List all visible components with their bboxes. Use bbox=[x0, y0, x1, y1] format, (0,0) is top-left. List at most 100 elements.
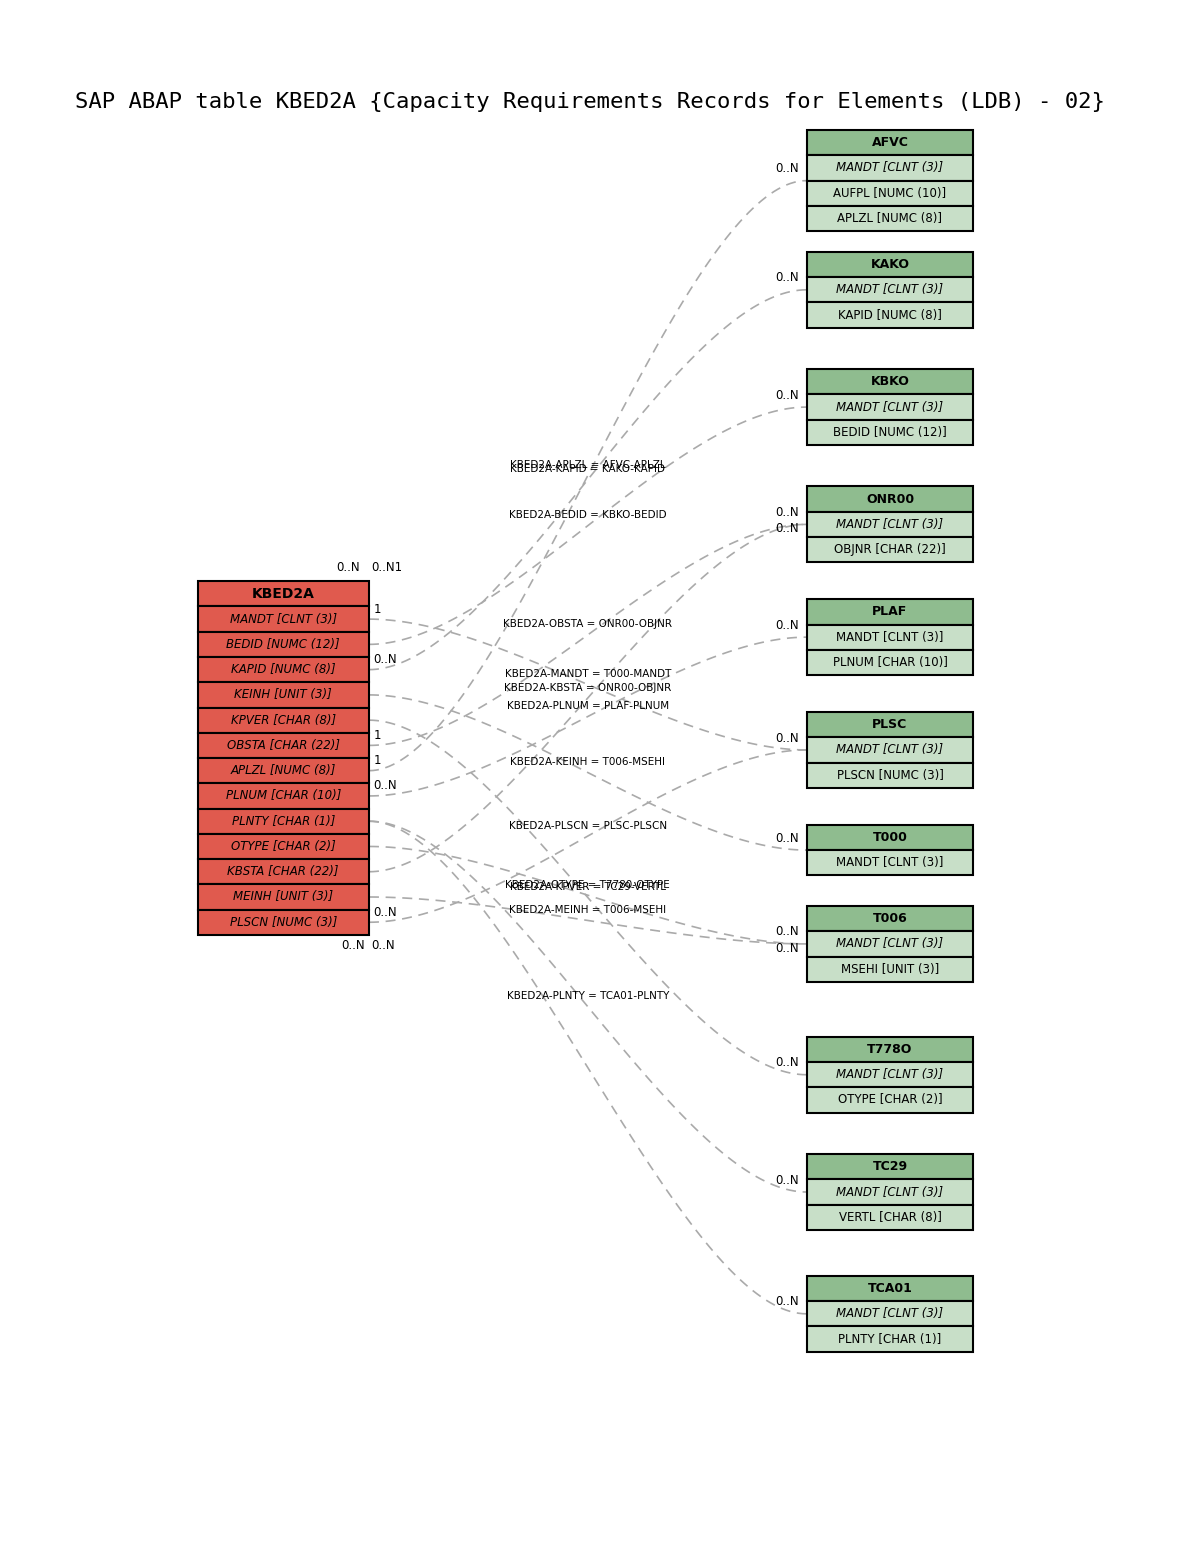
Text: 0..N: 0..N bbox=[775, 732, 799, 744]
Bar bbox=[807, 252, 974, 277]
Text: KBED2A-PLNUM = PLAF-PLNUM: KBED2A-PLNUM = PLAF-PLNUM bbox=[506, 701, 669, 712]
Text: KAPID [NUMC (8)]: KAPID [NUMC (8)] bbox=[231, 664, 335, 676]
Text: PLNTY [CHAR (1)]: PLNTY [CHAR (1)] bbox=[838, 1333, 942, 1346]
Text: 1: 1 bbox=[373, 754, 381, 768]
Text: MANDT [CLNT (3)]: MANDT [CLNT (3)] bbox=[837, 631, 944, 643]
Text: KBED2A-MANDT = T000-MANDT: KBED2A-MANDT = T000-MANDT bbox=[505, 670, 671, 679]
Text: MANDT [CLNT (3)]: MANDT [CLNT (3)] bbox=[230, 612, 336, 626]
Text: VERTL [CHAR (8)]: VERTL [CHAR (8)] bbox=[839, 1211, 942, 1225]
Text: KAKO: KAKO bbox=[871, 258, 910, 270]
Bar bbox=[807, 650, 974, 674]
Text: MANDT [CLNT (3)]: MANDT [CLNT (3)] bbox=[837, 937, 944, 951]
Bar bbox=[197, 657, 369, 682]
Text: APLZL [NUMC (8)]: APLZL [NUMC (8)] bbox=[230, 765, 336, 777]
Text: KBKO: KBKO bbox=[871, 376, 910, 388]
Text: PLSCN [NUMC (3)]: PLSCN [NUMC (3)] bbox=[837, 769, 944, 782]
Bar bbox=[197, 758, 369, 783]
Text: 0..N: 0..N bbox=[341, 940, 365, 953]
Text: 0..N: 0..N bbox=[371, 940, 394, 953]
Text: 0..N: 0..N bbox=[775, 507, 799, 519]
Text: KBED2A-OTYPE = T7780-OTYPE: KBED2A-OTYPE = T7780-OTYPE bbox=[505, 880, 670, 890]
Text: APLZL [NUMC (8)]: APLZL [NUMC (8)] bbox=[838, 211, 943, 225]
Text: AFVC: AFVC bbox=[872, 137, 909, 149]
Text: T000: T000 bbox=[872, 831, 907, 844]
Text: 0..N: 0..N bbox=[373, 653, 398, 667]
Bar bbox=[197, 884, 369, 909]
Bar bbox=[807, 155, 974, 180]
Text: MEINH [UNIT (3)]: MEINH [UNIT (3)] bbox=[234, 890, 333, 903]
Text: ONR00: ONR00 bbox=[866, 493, 914, 505]
Bar bbox=[807, 277, 974, 303]
Text: KPVER [CHAR (8)]: KPVER [CHAR (8)] bbox=[230, 713, 336, 727]
Text: KBED2A-MEINH = T006-MSEHI: KBED2A-MEINH = T006-MSEHI bbox=[510, 904, 667, 915]
Bar bbox=[807, 763, 974, 788]
Text: KBED2A-PLNTY = TCA01-PLNTY: KBED2A-PLNTY = TCA01-PLNTY bbox=[506, 991, 669, 1001]
Text: PLNUM [CHAR (10)]: PLNUM [CHAR (10)] bbox=[225, 789, 341, 802]
Text: KEINH [UNIT (3)]: KEINH [UNIT (3)] bbox=[235, 688, 332, 701]
Bar bbox=[807, 1088, 974, 1113]
Bar bbox=[197, 733, 369, 758]
Bar bbox=[807, 131, 974, 155]
Bar bbox=[197, 606, 369, 632]
Text: MANDT [CLNT (3)]: MANDT [CLNT (3)] bbox=[837, 517, 944, 531]
Text: TCA01: TCA01 bbox=[867, 1282, 912, 1294]
Text: 0..N: 0..N bbox=[775, 926, 799, 939]
Text: KBED2A-KAPID = KAKO-KAPID: KBED2A-KAPID = KAKO-KAPID bbox=[510, 465, 666, 474]
Bar bbox=[807, 538, 974, 563]
Text: TC29: TC29 bbox=[872, 1161, 907, 1173]
Bar bbox=[807, 420, 974, 444]
Text: 0..N: 0..N bbox=[775, 272, 799, 284]
Text: 1: 1 bbox=[373, 603, 381, 615]
Text: MANDT [CLNT (3)]: MANDT [CLNT (3)] bbox=[837, 1307, 944, 1321]
Bar bbox=[197, 808, 369, 834]
Text: MANDT [CLNT (3)]: MANDT [CLNT (3)] bbox=[837, 1068, 944, 1082]
Bar bbox=[807, 1061, 974, 1088]
Bar bbox=[807, 180, 974, 205]
Bar bbox=[807, 712, 974, 737]
Text: OBSTA [CHAR (22)]: OBSTA [CHAR (22)] bbox=[227, 738, 340, 752]
Text: 0..N: 0..N bbox=[775, 1173, 799, 1187]
Text: KBED2A-APLZL = AFVC-APLZL: KBED2A-APLZL = AFVC-APLZL bbox=[510, 460, 666, 471]
Text: T006: T006 bbox=[873, 912, 907, 925]
Text: KBED2A-PLSCN = PLSC-PLSCN: KBED2A-PLSCN = PLSC-PLSCN bbox=[509, 821, 667, 831]
Text: BEDID [NUMC (12)]: BEDID [NUMC (12)] bbox=[227, 637, 340, 651]
Text: SAP ABAP table KBED2A {Capacity Requirements Records for Elements (LDB) - 02}: SAP ABAP table KBED2A {Capacity Requirem… bbox=[76, 92, 1104, 112]
Bar bbox=[807, 600, 974, 625]
Text: 0..N: 0..N bbox=[336, 561, 360, 573]
Bar bbox=[197, 581, 369, 606]
Bar bbox=[807, 1155, 974, 1179]
Text: PLAF: PLAF bbox=[872, 606, 907, 618]
Bar bbox=[807, 1204, 974, 1229]
Text: 1: 1 bbox=[373, 729, 381, 741]
Text: KAPID [NUMC (8)]: KAPID [NUMC (8)] bbox=[838, 309, 942, 322]
Bar bbox=[807, 906, 974, 931]
Bar bbox=[807, 825, 974, 850]
Bar bbox=[807, 486, 974, 511]
Text: AUFPL [NUMC (10)]: AUFPL [NUMC (10)] bbox=[833, 186, 946, 200]
Text: OTYPE [CHAR (2)]: OTYPE [CHAR (2)] bbox=[838, 1094, 943, 1106]
Text: 0..N: 0..N bbox=[775, 1057, 799, 1069]
Bar bbox=[807, 1301, 974, 1327]
Text: 0..N1: 0..N1 bbox=[371, 561, 402, 573]
Bar bbox=[197, 783, 369, 808]
Text: 0..N: 0..N bbox=[373, 906, 398, 918]
Bar bbox=[807, 303, 974, 328]
Bar bbox=[807, 1037, 974, 1061]
Text: MSEHI [UNIT (3)]: MSEHI [UNIT (3)] bbox=[841, 962, 939, 976]
Text: 0..N: 0..N bbox=[775, 522, 799, 535]
Text: KBED2A-KEINH = T006-MSEHI: KBED2A-KEINH = T006-MSEHI bbox=[510, 757, 666, 768]
Bar bbox=[807, 1276, 974, 1301]
Text: PLSCN [NUMC (3)]: PLSCN [NUMC (3)] bbox=[230, 915, 337, 929]
Text: KBED2A-BEDID = KBKO-BEDID: KBED2A-BEDID = KBKO-BEDID bbox=[509, 510, 667, 521]
Text: T778O: T778O bbox=[867, 1043, 912, 1057]
Bar bbox=[807, 370, 974, 395]
Bar bbox=[197, 859, 369, 884]
Text: OTYPE [CHAR (2)]: OTYPE [CHAR (2)] bbox=[231, 841, 335, 853]
Text: 0..N: 0..N bbox=[775, 618, 799, 632]
Text: PLSC: PLSC bbox=[872, 718, 907, 732]
Text: KBSTA [CHAR (22)]: KBSTA [CHAR (22)] bbox=[228, 866, 339, 878]
Text: MANDT [CLNT (3)]: MANDT [CLNT (3)] bbox=[837, 743, 944, 757]
Text: PLNTY [CHAR (1)]: PLNTY [CHAR (1)] bbox=[231, 814, 335, 828]
Text: 0..N: 0..N bbox=[775, 162, 799, 176]
Text: KBED2A: KBED2A bbox=[251, 587, 315, 601]
